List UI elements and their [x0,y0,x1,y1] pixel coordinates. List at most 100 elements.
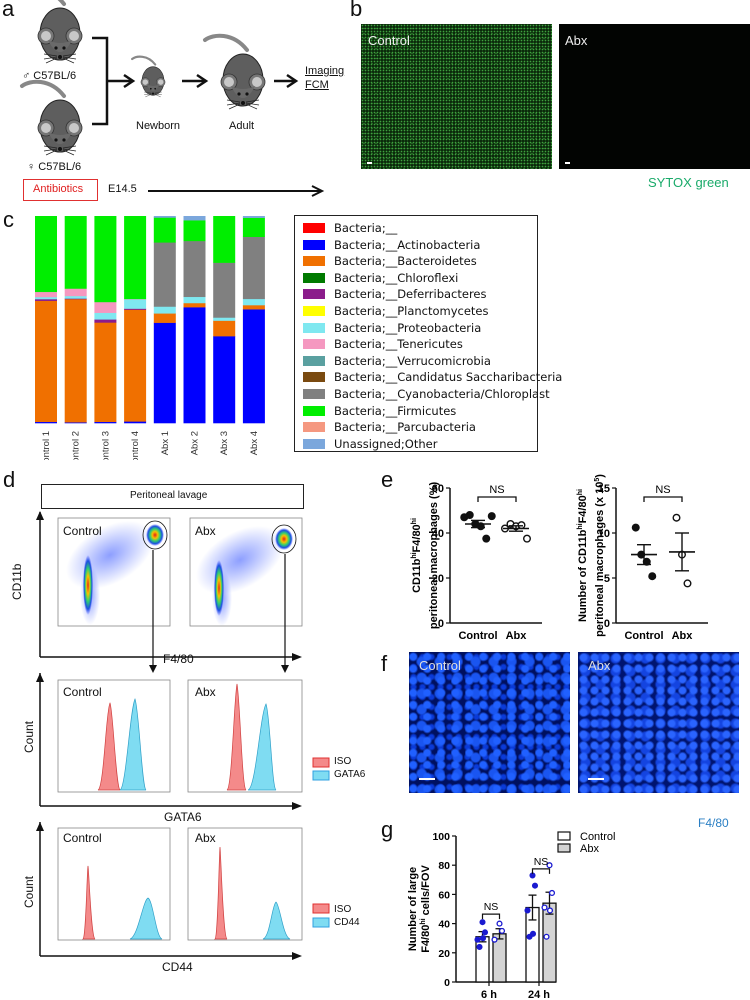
svg-text:Abx: Abx [580,843,599,855]
data-point [479,919,486,926]
stacked-bar-chart: Control 1 Control 2 Control 3 Control 4 Abx … [35,216,265,460]
bar-segment [242,309,265,424]
bar-segment [124,308,147,310]
legend-label: Bacteria;__Candidatus Saccharibacteria [334,370,563,385]
legend-label: Bacteria;__Deferribacteres [334,287,487,302]
svg-text:10: 10 [598,528,610,540]
legend-label: Bacteria;__Actinobacteria [334,237,481,252]
scale-bar [419,778,435,780]
bar-segment [94,312,117,320]
bar-segment [35,216,57,293]
data-point [546,907,554,914]
svg-text:0: 0 [604,618,610,630]
legend-label: Bacteria;__Parcubacteria [334,420,476,435]
newborn-label: Newborn [136,120,181,132]
legend-item: Bacteria;__ [303,220,397,236]
panel-label-b: b [350,0,363,21]
category-label: Abx 3 [219,431,230,455]
sytox-stain-label: SYTOX green [648,175,729,190]
data-point [481,929,489,936]
sytox-image-control [361,24,552,169]
bar-segment [153,216,176,218]
bar-segment [64,299,87,423]
legend-label: Bacteria;__ [334,221,398,235]
data-point [526,933,533,940]
d-row2-legend-gata6: GATA6 [334,769,366,780]
category-label: Control 2 [71,431,82,460]
bar-segment [35,291,57,298]
bar-segment [153,313,176,323]
data-point [465,511,474,520]
data-point [546,862,553,869]
bar-segment [213,320,236,337]
legend-label: Bacteria;__Firmicutes [334,403,457,418]
bar-segment [94,216,117,303]
d-row1-ylabel: CD11b [10,563,24,600]
category-label: Control 3 [100,431,111,460]
bar [475,936,490,983]
panel-label-e: e [381,467,394,492]
bar-segment [213,216,236,263]
bar-segment [153,322,176,424]
bar-segment [64,295,87,299]
svg-text:20: 20 [438,948,450,960]
svg-text:5: 5 [604,573,610,585]
svg-text:Control: Control [580,831,615,843]
f-abx-title: Abx [588,658,611,673]
svg-text:Number of large: Number of large [407,867,419,951]
svg-text:Abx: Abx [672,630,694,642]
category-label: Abx 1 [160,431,171,455]
flow-cytometry-plots [36,511,330,960]
bar-segment [124,298,147,300]
d-row2-control-title: Control [63,685,102,699]
legend-label: Bacteria;__Proteobacteria [334,320,482,335]
bar-segment [153,242,176,307]
bar-segment [183,216,206,221]
legend-swatch [303,256,325,267]
legend-label: Bacteria;__Bacteroidetes [334,254,477,269]
legend-item: Bacteria;__Bacteroidetes [303,253,477,269]
svg-text:60: 60 [432,483,444,495]
category-label: Abx 2 [190,431,201,455]
bar-segment [183,302,206,308]
f-stain-label: F4/80 [698,816,729,830]
legend-label: Bacteria;__Chloroflexi [334,270,459,285]
data-point [631,523,640,532]
panel-label-a: a [2,0,15,21]
fcm-label: FCM [305,79,329,91]
sytox-abx-title: Abx [565,33,588,48]
svg-text:Number of CD11bhiF4/80hi: Number of CD11bhiF4/80hi [577,489,589,622]
svg-text:NS: NS [534,856,549,868]
bar-segment [213,262,236,318]
svg-text:0: 0 [438,618,444,630]
data-point [648,572,657,581]
data-point [543,933,550,940]
bar-segment [183,220,206,242]
sytox-control-title: Control [368,33,410,48]
bar-segment [242,236,265,300]
legend-item: Bacteria;__Chloroflexi [303,270,458,286]
legend-item: Bacteria;__Actinobacteria [303,237,480,253]
chart-legend: Bacteria;__ Bacteria;__Actinobacteria Bact… [294,215,562,452]
legend-swatch [303,289,325,300]
bar-segment [183,296,206,304]
bar-segment [213,336,236,424]
legend-label: Bacteria;__Cyanobacteria/Chloroplast [334,387,550,401]
legend-item: Bacteria;__Proteobacteria [303,320,481,336]
svg-text:Abx: Abx [506,630,528,642]
d-row2-xlabel: GATA6 [164,810,202,824]
svg-text:NS: NS [489,484,504,496]
antibiotics-label: Antibiotics [33,183,84,195]
svg-text:40: 40 [438,919,450,931]
data-point [491,936,498,943]
data-point [487,512,496,521]
data-point [498,927,506,934]
bar-segment [64,298,87,300]
d-row3-legend-cd44: CD44 [334,917,360,928]
peritoneal-lavage-label: Peritoneal lavage [130,490,208,501]
legend-swatch [303,422,325,433]
svg-text:peritoneal macrophages (%): peritoneal macrophages (%) [428,482,440,630]
bar-segment [213,317,236,321]
panel-label-c: c [3,207,14,232]
timepoint-label: E14.5 [108,183,137,195]
